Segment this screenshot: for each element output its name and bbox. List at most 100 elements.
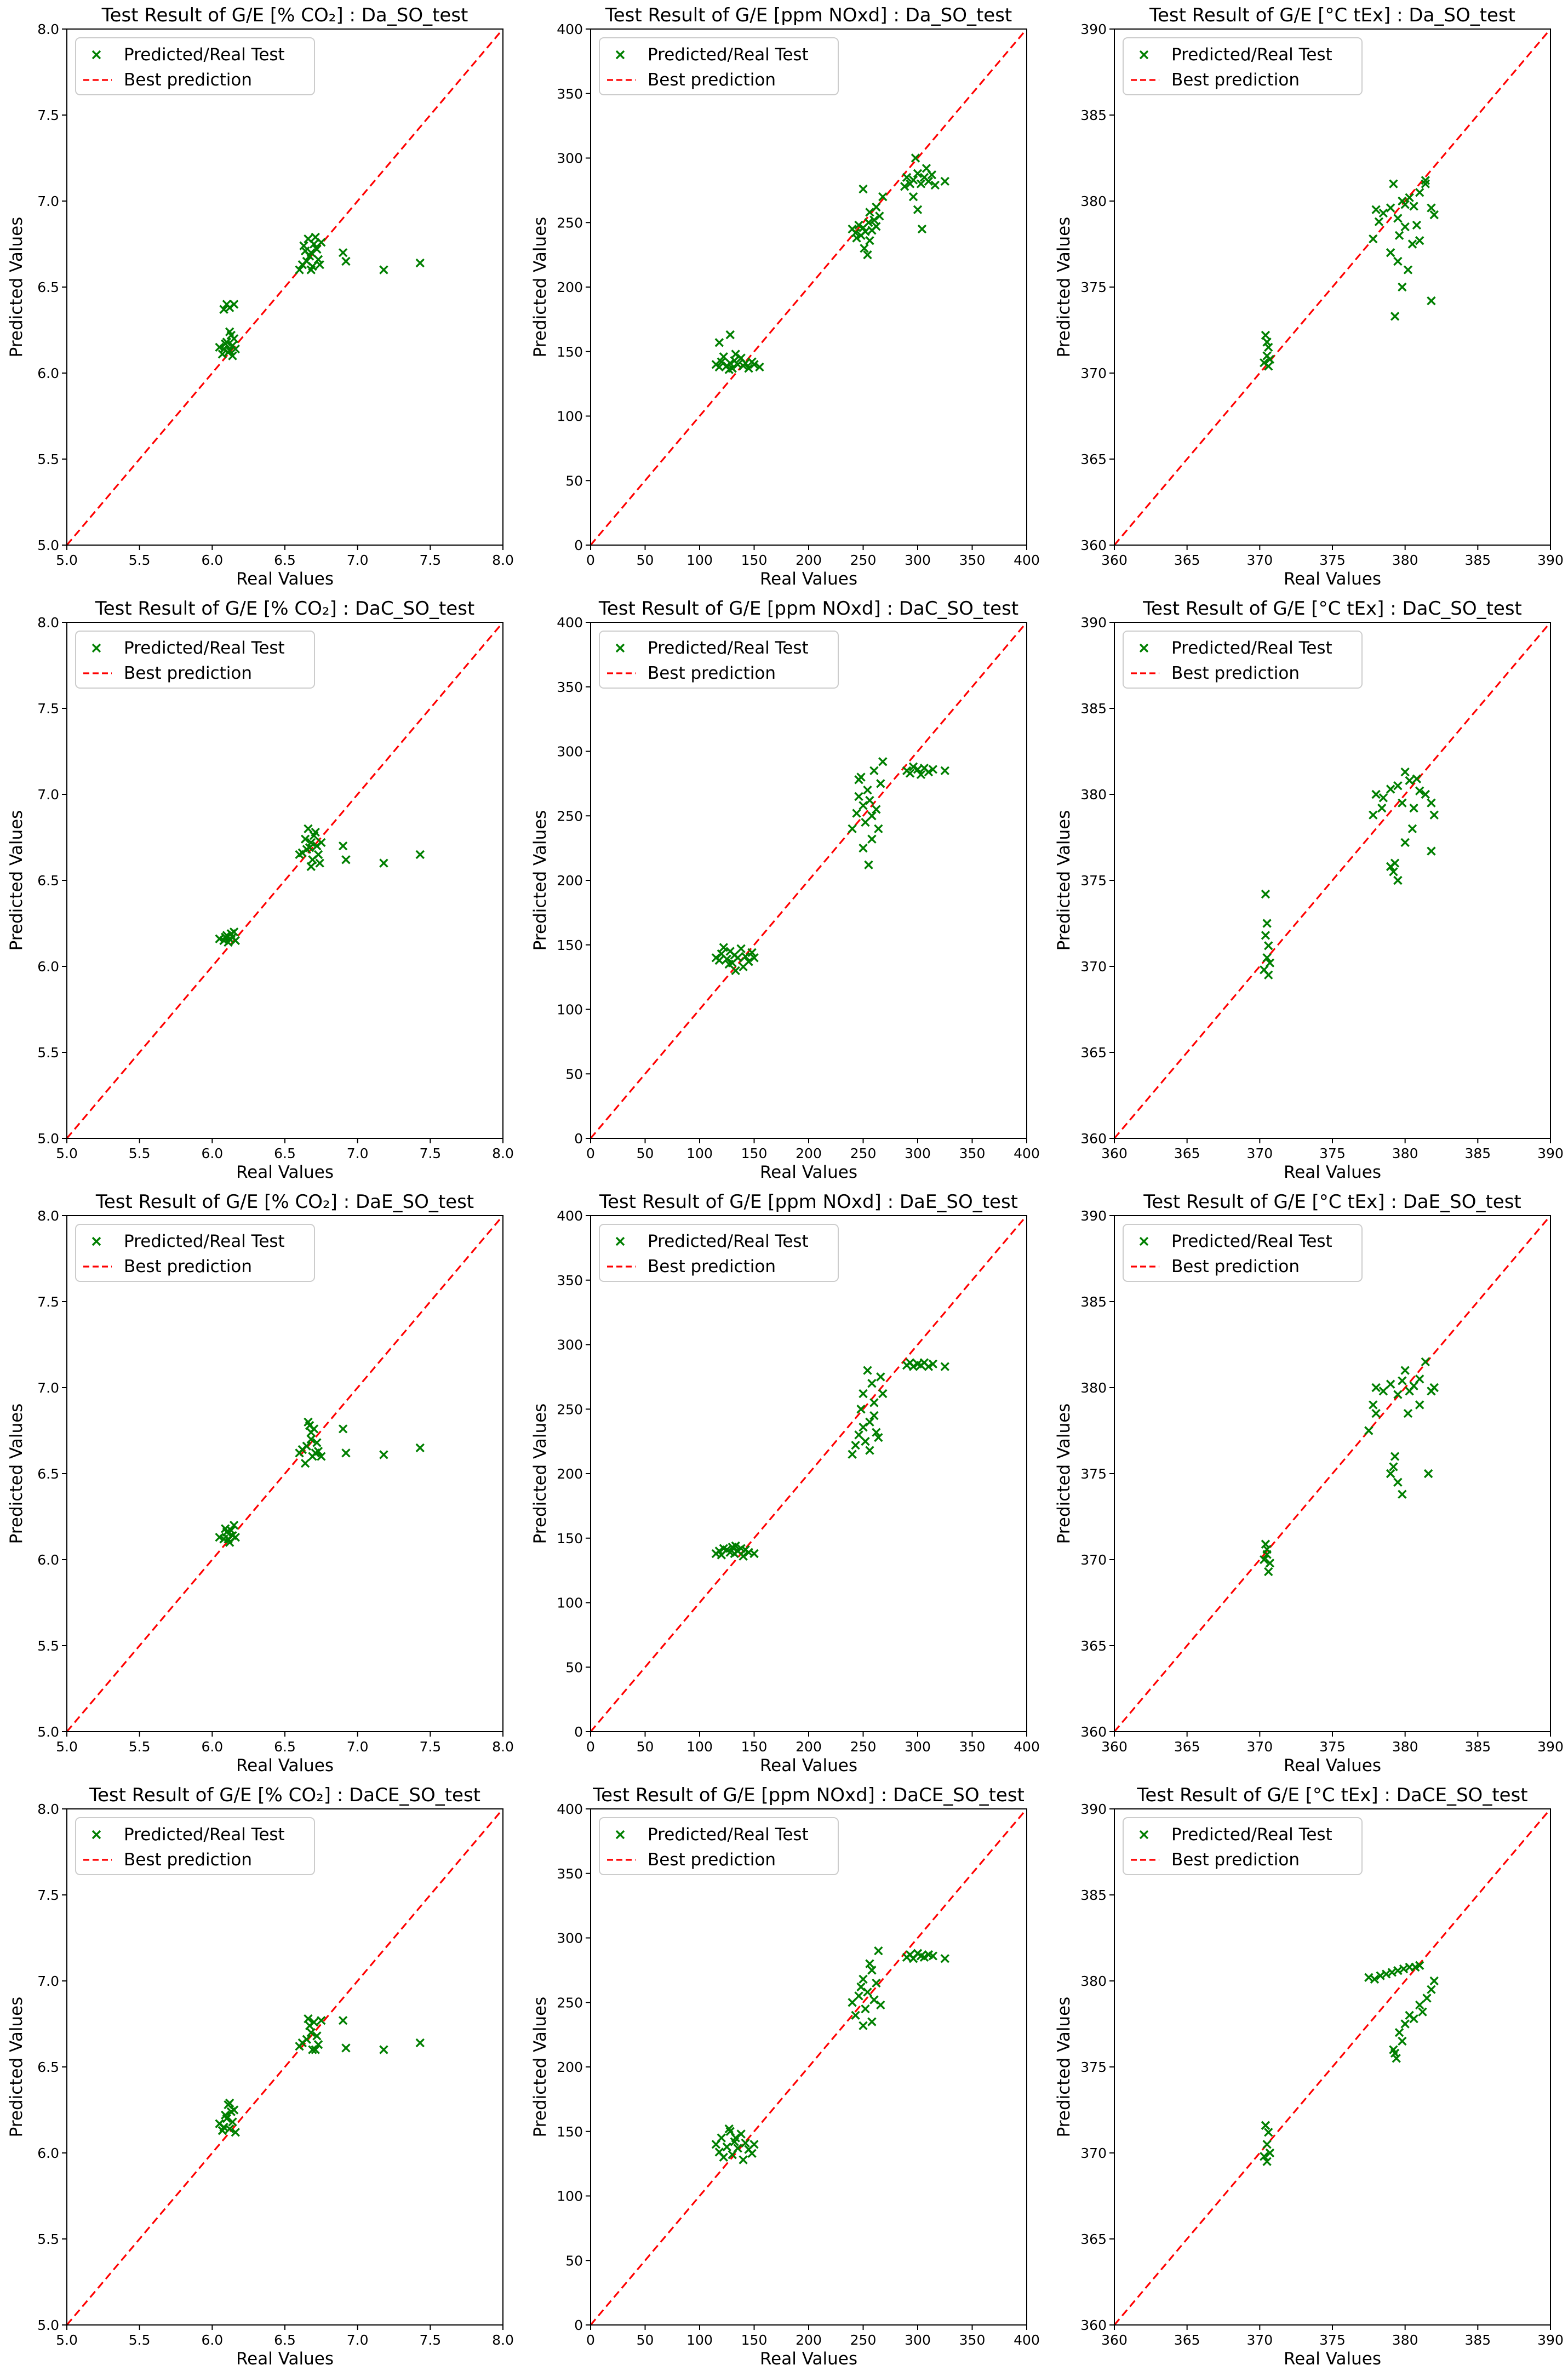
chart-11-legend-marker-icon <box>615 1830 625 1840</box>
chart-12-xtick-label: 390 <box>1537 2332 1564 2348</box>
chart-8-xlabel: Real Values <box>760 1756 857 1775</box>
chart-8-xtick-label: 350 <box>959 1739 986 1755</box>
chart-9: Test Result of G/E [°C tEx] : DaE_SO_tes… <box>1054 1191 1564 1775</box>
chart-8-ylabel: Predicted Values <box>530 1404 550 1544</box>
chart-12-ytick-label: 390 <box>1080 1801 1107 1817</box>
chart-11-point <box>736 2129 746 2139</box>
chart-2-point <box>913 205 923 214</box>
chart-5-point <box>724 959 734 969</box>
chart-9-xtick-label: 385 <box>1464 1739 1491 1755</box>
chart-10-point <box>338 2016 348 2025</box>
chart-5-point <box>924 767 934 777</box>
chart-4-point <box>317 838 326 847</box>
chart-7-point <box>317 1452 326 1461</box>
chart-5-title: Test Result of G/E [ppm NOxd] : DaC_SO_t… <box>598 598 1018 620</box>
chart-1-legend-marker-icon <box>91 50 101 60</box>
chart-6-point <box>1400 838 1410 847</box>
chart-11-legend-label: Predicted/Real Test <box>648 1825 809 1845</box>
chart-3-xtick-label: 390 <box>1537 552 1564 568</box>
chart-7-ytick-label: 5.0 <box>37 1724 59 1740</box>
chart-9-xtick-label: 390 <box>1537 1739 1564 1755</box>
chart-2-point <box>859 184 868 194</box>
chart-3-legend-label: Best prediction <box>1171 70 1300 90</box>
chart-10-xtick-label: 7.5 <box>419 2332 441 2348</box>
chart-4-title: Test Result of G/E [% CO₂] : DaC_SO_test <box>95 598 475 620</box>
chart-3-title: Test Result of G/E [°C tEx] : Da_SO_test <box>1149 4 1515 26</box>
chart-8-ytick-label: 150 <box>557 1531 583 1547</box>
chart-3-point <box>1421 179 1430 188</box>
chart-12-ytick-label: 380 <box>1080 1973 1107 1989</box>
chart-10-point <box>305 2021 314 2030</box>
chart-8-point <box>940 1362 949 1371</box>
chart-1-point <box>295 265 304 274</box>
chart-12-xtick-label: 385 <box>1464 2332 1491 2348</box>
chart-11-point <box>874 1946 883 1956</box>
chart-9-point <box>1371 1408 1381 1418</box>
chart-12-xlabel: Real Values <box>1284 2349 1381 2369</box>
chart-7-point <box>379 1450 388 1459</box>
chart-10-xlabel: Real Values <box>236 2349 334 2369</box>
chart-11-xtick-label: 50 <box>637 2332 654 2348</box>
chart-10-legend-label: Best prediction <box>124 1850 252 1870</box>
chart-8-point <box>851 1440 860 1450</box>
chart-6-xtick-label: 380 <box>1392 1145 1418 1161</box>
chart-11-point <box>854 1991 863 2001</box>
chart-5-point <box>736 944 746 954</box>
chart-12-point <box>1398 2036 1407 2046</box>
chart-5-xtick-label: 150 <box>741 1145 768 1161</box>
chart-2-point <box>714 362 724 372</box>
chart-6-xtick-label: 390 <box>1537 1145 1564 1161</box>
chart-9-point <box>1398 1490 1407 1499</box>
chart-3-point <box>1415 236 1424 245</box>
chart-2-ytick-label: 100 <box>557 409 583 425</box>
chart-3-point <box>1390 312 1400 321</box>
chart-9-xlabel: Real Values <box>1284 1756 1381 1775</box>
chart-4-ylabel: Predicted Values <box>7 810 26 951</box>
chart-7-point <box>226 1526 236 1535</box>
chart-4-legend-label: Predicted/Real Test <box>124 638 285 658</box>
chart-7-point <box>415 1443 425 1453</box>
chart-5-ytick-label: 100 <box>557 1002 583 1018</box>
chart-8-xtick-label: 150 <box>741 1739 768 1755</box>
chart-3-point <box>1415 188 1424 197</box>
chart-5-legend-label: Predicted/Real Test <box>648 638 809 658</box>
chart-5: Test Result of G/E [ppm NOxd] : DaC_SO_t… <box>530 598 1040 1182</box>
chart-8-legend-label: Predicted/Real Test <box>648 1232 809 1251</box>
chart-8-xtick-label: 400 <box>1014 1739 1040 1755</box>
chart-10-point <box>218 2126 227 2135</box>
chart-6-point <box>1429 810 1439 820</box>
chart-12-ylabel: Predicted Values <box>1054 1997 1074 2138</box>
chart-2-point <box>875 211 884 221</box>
chart-2-title: Test Result of G/E [ppm NOxd] : Da_SO_te… <box>605 4 1012 26</box>
chart-7-ytick-label: 7.0 <box>37 1380 59 1396</box>
chart-5-point <box>859 801 868 810</box>
chart-2-ytick-label: 150 <box>557 344 583 360</box>
chart-6-point <box>1398 798 1407 807</box>
chart-3-point <box>1374 217 1384 226</box>
chart-6-point <box>1393 875 1403 885</box>
chart-1-xtick-label: 5.5 <box>129 552 151 568</box>
chart-12-point <box>1400 2019 1410 2029</box>
chart-11-xtick-label: 200 <box>796 2332 822 2348</box>
chart-1-xtick-label: 7.0 <box>347 552 369 568</box>
chart-9-best-prediction-line <box>1113 1215 1552 1733</box>
chart-12-point <box>1262 2157 1272 2166</box>
chart-6-xtick-label: 385 <box>1464 1145 1491 1161</box>
chart-2-point <box>714 338 724 347</box>
chart-4-point <box>315 858 324 868</box>
chart-12-point <box>1415 1961 1424 1970</box>
chart-6-xtick-label: 360 <box>1101 1145 1128 1161</box>
chart-2-ytick-label: 0 <box>574 537 583 553</box>
chart-3-point <box>1264 342 1273 352</box>
chart-3-point <box>1394 231 1404 240</box>
chart-9-legend-box <box>1123 1224 1363 1282</box>
chart-2-xtick-label: 0 <box>586 552 595 568</box>
chart-4-xtick-label: 6.0 <box>201 1145 223 1161</box>
chart-10-point <box>306 2027 316 2037</box>
chart-3-point <box>1378 208 1388 218</box>
chart-3-legend-marker-icon <box>1139 50 1149 60</box>
chart-2-point <box>908 175 918 185</box>
chart-4-legend-label: Best prediction <box>124 663 252 683</box>
chart-2-point <box>854 220 863 230</box>
